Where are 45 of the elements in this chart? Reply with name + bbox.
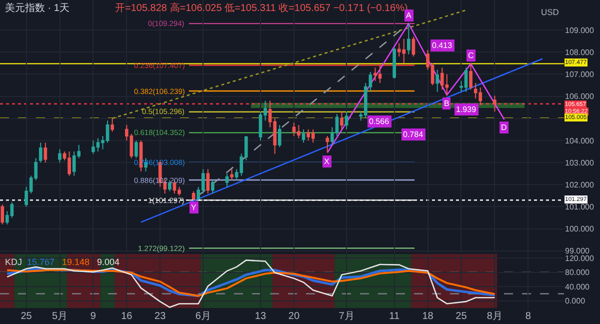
chart-subtitle: 开=105.828 高=106.025 低=105.311 收=105.657 −0.171 (−0.16%) <box>115 2 408 14</box>
annotation: B <box>444 99 450 108</box>
x-tick-label: 25 <box>456 311 468 322</box>
annotation: 9.004 <box>97 257 120 267</box>
y-tick-label: 0.000 <box>565 296 586 306</box>
x-tick-label: 18 <box>422 311 434 322</box>
annotation: Y <box>191 203 197 212</box>
annotation: C <box>468 51 474 60</box>
y-tick-label: 107.000 <box>565 70 594 79</box>
x-tick-label: 8月 <box>486 311 502 322</box>
y-tick-label: 106.000 <box>565 92 594 102</box>
annotation: 0.566 <box>369 117 390 126</box>
y-tick-label: 102.000 <box>565 180 594 190</box>
x-tick-label: 25 <box>20 311 32 322</box>
y-tick-label: 40.000 <box>565 282 590 292</box>
x-tick-label: 6月 <box>195 311 211 322</box>
annotation: 1.939 <box>456 105 477 114</box>
annotation: 0.784 <box>403 130 424 139</box>
y-tick-label: 120.000 <box>565 254 594 263</box>
x-tick-label: 8 <box>525 311 532 322</box>
y-tick-label: 99.000 <box>565 246 590 256</box>
x-tick-label: 9 <box>90 311 96 322</box>
x-tick-label: 20 <box>288 311 300 322</box>
x-tick-label: 16 <box>121 311 133 322</box>
chart-title: KDJ <box>5 257 22 267</box>
x-tick-label: 7月 <box>338 311 354 322</box>
annotation: 19.148 <box>62 257 90 267</box>
x-tick-label: 11 <box>389 311 400 322</box>
x-tick-label: 13 <box>254 311 266 322</box>
y-tick-label: 100.000 <box>565 224 594 234</box>
annotation: 15.767 <box>27 257 55 267</box>
annotation: 0.413 <box>432 41 453 50</box>
annotation: A <box>406 11 412 20</box>
annotation: X <box>324 157 330 166</box>
y-tick-label: 108.000 <box>565 48 594 57</box>
y-tick-label: 109.000 <box>565 26 594 35</box>
y-tick-label: 103.000 <box>565 158 594 168</box>
annotation: D <box>501 123 507 132</box>
x-tick-label: 5月 <box>52 311 68 322</box>
chart-title: 美元指数 · 1天 <box>5 2 70 14</box>
y-tick-label: 104.000 <box>565 136 594 146</box>
annotation: USD <box>541 7 559 17</box>
y-tick-label: 101.000 <box>565 202 594 212</box>
y-tick-label: 80.000 <box>565 268 590 278</box>
x-tick-label: 23 <box>154 311 166 322</box>
